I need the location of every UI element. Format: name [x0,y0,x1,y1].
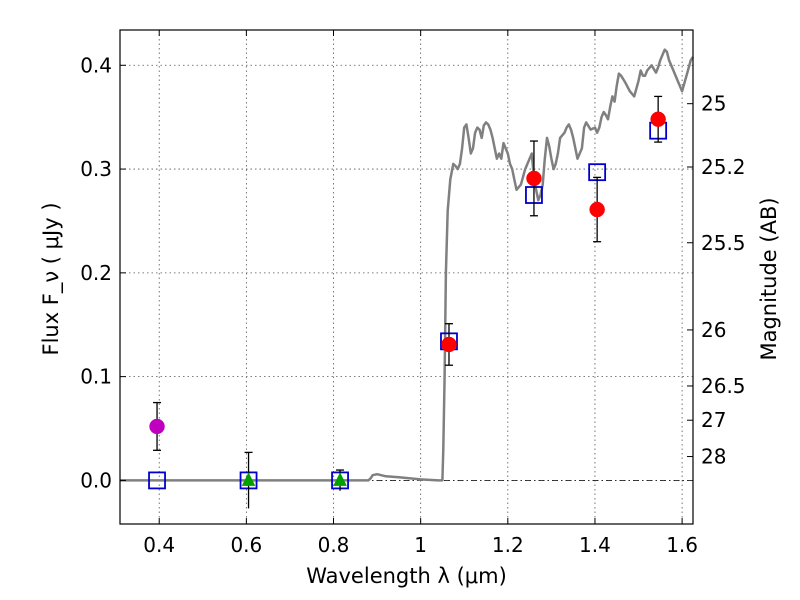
model-spectrum-line [120,48,695,482]
y2-tick-label: 26 [701,318,726,342]
y2-tick-label: 26.5 [701,374,746,398]
blue-band-point [149,418,165,435]
axis-ticks: 0.4 0.6 0.8 1 1.2 1.4 1.6 0.0 0.1 0.2 0.3 0.4 25 25.2… [80,30,746,557]
y-axis-label: Flux F_ν ( μJy ) [39,202,64,355]
grid-lines [120,30,693,524]
observed-point [589,201,605,218]
observed-point [526,170,542,187]
y2-tick-label: 28 [701,445,726,469]
y-tick-label: 0.2 [80,261,112,285]
y2-axis-label: Magnitude (AB) [757,197,781,360]
observed-point [441,336,457,353]
y-tick-label: 0.4 [80,53,112,77]
x-tick-label: 0.4 [143,533,175,557]
x-tick-label: 1.4 [579,533,611,557]
y2-tick-label: 27 [701,408,726,432]
model-square-marker [148,471,166,490]
x-tick-label: 1.6 [666,533,698,557]
x-tick-label: 1 [414,533,427,557]
y2-tick-label: 25 [701,92,726,116]
x-tick-label: 1.2 [492,533,524,557]
upper-limit-triangle [241,472,256,486]
y-tick-label: 0.0 [80,468,112,492]
data-markers [148,95,668,509]
x-tick-label: 0.8 [318,533,350,557]
observed-point [650,111,666,128]
plot-frame [119,29,694,525]
y2-tick-label: 25.2 [701,155,746,179]
y-tick-label: 0.1 [80,365,112,389]
y-tick-label: 0.3 [80,157,112,181]
x-tick-label: 0.6 [230,533,262,557]
upper-limit-triangle [333,472,347,486]
y2-tick-label: 25.5 [701,231,746,255]
x-axis-label: Wavelength λ (μm) [306,564,507,588]
